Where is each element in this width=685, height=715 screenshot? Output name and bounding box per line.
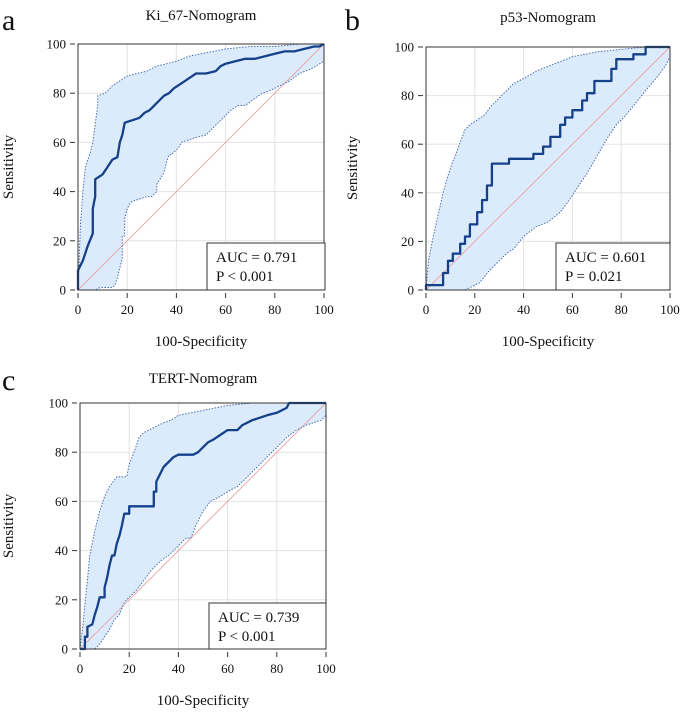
roc-curve (424, 45, 670, 290)
y-tick-label: 80 (401, 88, 414, 103)
x-tick-label: 100 (314, 302, 334, 317)
x-tick-label: 40 (170, 302, 183, 317)
y-axis-label: Sensitivity (345, 135, 361, 200)
p-value: P < 0.001 (216, 269, 274, 285)
panel-letter: c (2, 364, 15, 397)
x-tick-label: 0 (77, 661, 84, 676)
x-tick-label: 20 (123, 661, 136, 676)
x-axis-label: 100-Specificity (155, 334, 248, 350)
y-axis-label: Sensitivity (1, 493, 17, 558)
p-value: P < 0.001 (218, 629, 276, 645)
y-tick-label: 40 (401, 185, 414, 200)
reference-diagonal (425, 46, 671, 291)
stats-box (206, 242, 326, 291)
ci-upper-line (425, 46, 670, 291)
y-tick-label: 20 (55, 592, 68, 607)
panel-letter: a (2, 4, 15, 37)
x-tick-label: 100 (660, 302, 680, 317)
roc-curve (80, 401, 326, 651)
reference-diagonal (79, 402, 327, 650)
plot-frame (77, 43, 325, 291)
panel-letter: b (345, 4, 360, 37)
plot-frame (79, 402, 327, 650)
y-tick-label: 100 (395, 40, 415, 55)
reference-diagonal (77, 43, 325, 291)
y-tick-label: 100 (47, 37, 67, 52)
y-tick-label: 40 (53, 184, 66, 199)
chart-title: Ki_67-Nomogram (146, 8, 257, 24)
x-axis-label: 100-Specificity (157, 693, 250, 709)
x-tick-label: 20 (121, 302, 134, 317)
roc-panel-c: 00 20 20 40 40 60 60 80 80 100 100 c TERT-Nomogram 10… (1, 364, 336, 709)
confidence-band (78, 44, 324, 290)
x-tick-label: 0 (75, 302, 82, 317)
auc-value: AUC = 0.791 (216, 250, 297, 266)
y-tick-label: 60 (53, 135, 66, 150)
chart-title: p53-Nomogram (500, 10, 596, 26)
roc-panel-a: 00 20 20 40 40 60 60 80 80 100 100 a Ki_67-Nomogram 1… (1, 4, 334, 350)
x-tick-label: 60 (566, 302, 579, 317)
confidence-band (80, 403, 326, 649)
ci-upper-line (79, 402, 326, 650)
y-tick-label: 60 (55, 494, 68, 509)
y-tick-label: 0 (408, 283, 415, 298)
x-tick-label: 80 (270, 661, 283, 676)
roc-panel-b: 00 20 20 40 40 60 60 80 80 100 100 b p53-Nomogram 100… (345, 4, 680, 350)
ci-lower-line (80, 403, 327, 650)
y-tick-label: 0 (60, 283, 67, 298)
y-tick-label: 20 (401, 234, 414, 249)
y-tick-label: 0 (62, 642, 69, 657)
ci-lower-line (426, 47, 671, 291)
y-tick-label: 80 (55, 445, 68, 460)
y-tick-label: 60 (401, 137, 414, 152)
y-axis-label: Sensitivity (1, 134, 17, 199)
x-tick-label: 0 (423, 302, 430, 317)
roc-curve (76, 42, 325, 290)
y-tick-label: 100 (49, 396, 69, 411)
x-tick-label: 20 (468, 302, 481, 317)
x-tick-label: 80 (615, 302, 628, 317)
y-tick-label: 40 (55, 543, 68, 558)
x-axis-label: 100-Specificity (502, 334, 595, 350)
x-tick-label: 60 (219, 302, 232, 317)
y-tick-label: 20 (53, 233, 66, 248)
x-tick-label: 80 (268, 302, 281, 317)
x-tick-label: 40 (172, 661, 185, 676)
x-tick-label: 60 (221, 661, 234, 676)
auc-value: AUC = 0.739 (218, 610, 299, 626)
p-value: P = 0.021 (565, 269, 623, 285)
auc-value: AUC = 0.601 (565, 250, 646, 266)
stats-box (555, 242, 671, 291)
x-tick-label: 40 (517, 302, 530, 317)
x-tick-label: 100 (316, 661, 336, 676)
chart-title: TERT-Nomogram (149, 371, 258, 387)
ci-upper-line (77, 43, 324, 291)
y-tick-label: 80 (53, 86, 66, 101)
stats-box (208, 602, 327, 650)
plot-frame (425, 46, 671, 291)
